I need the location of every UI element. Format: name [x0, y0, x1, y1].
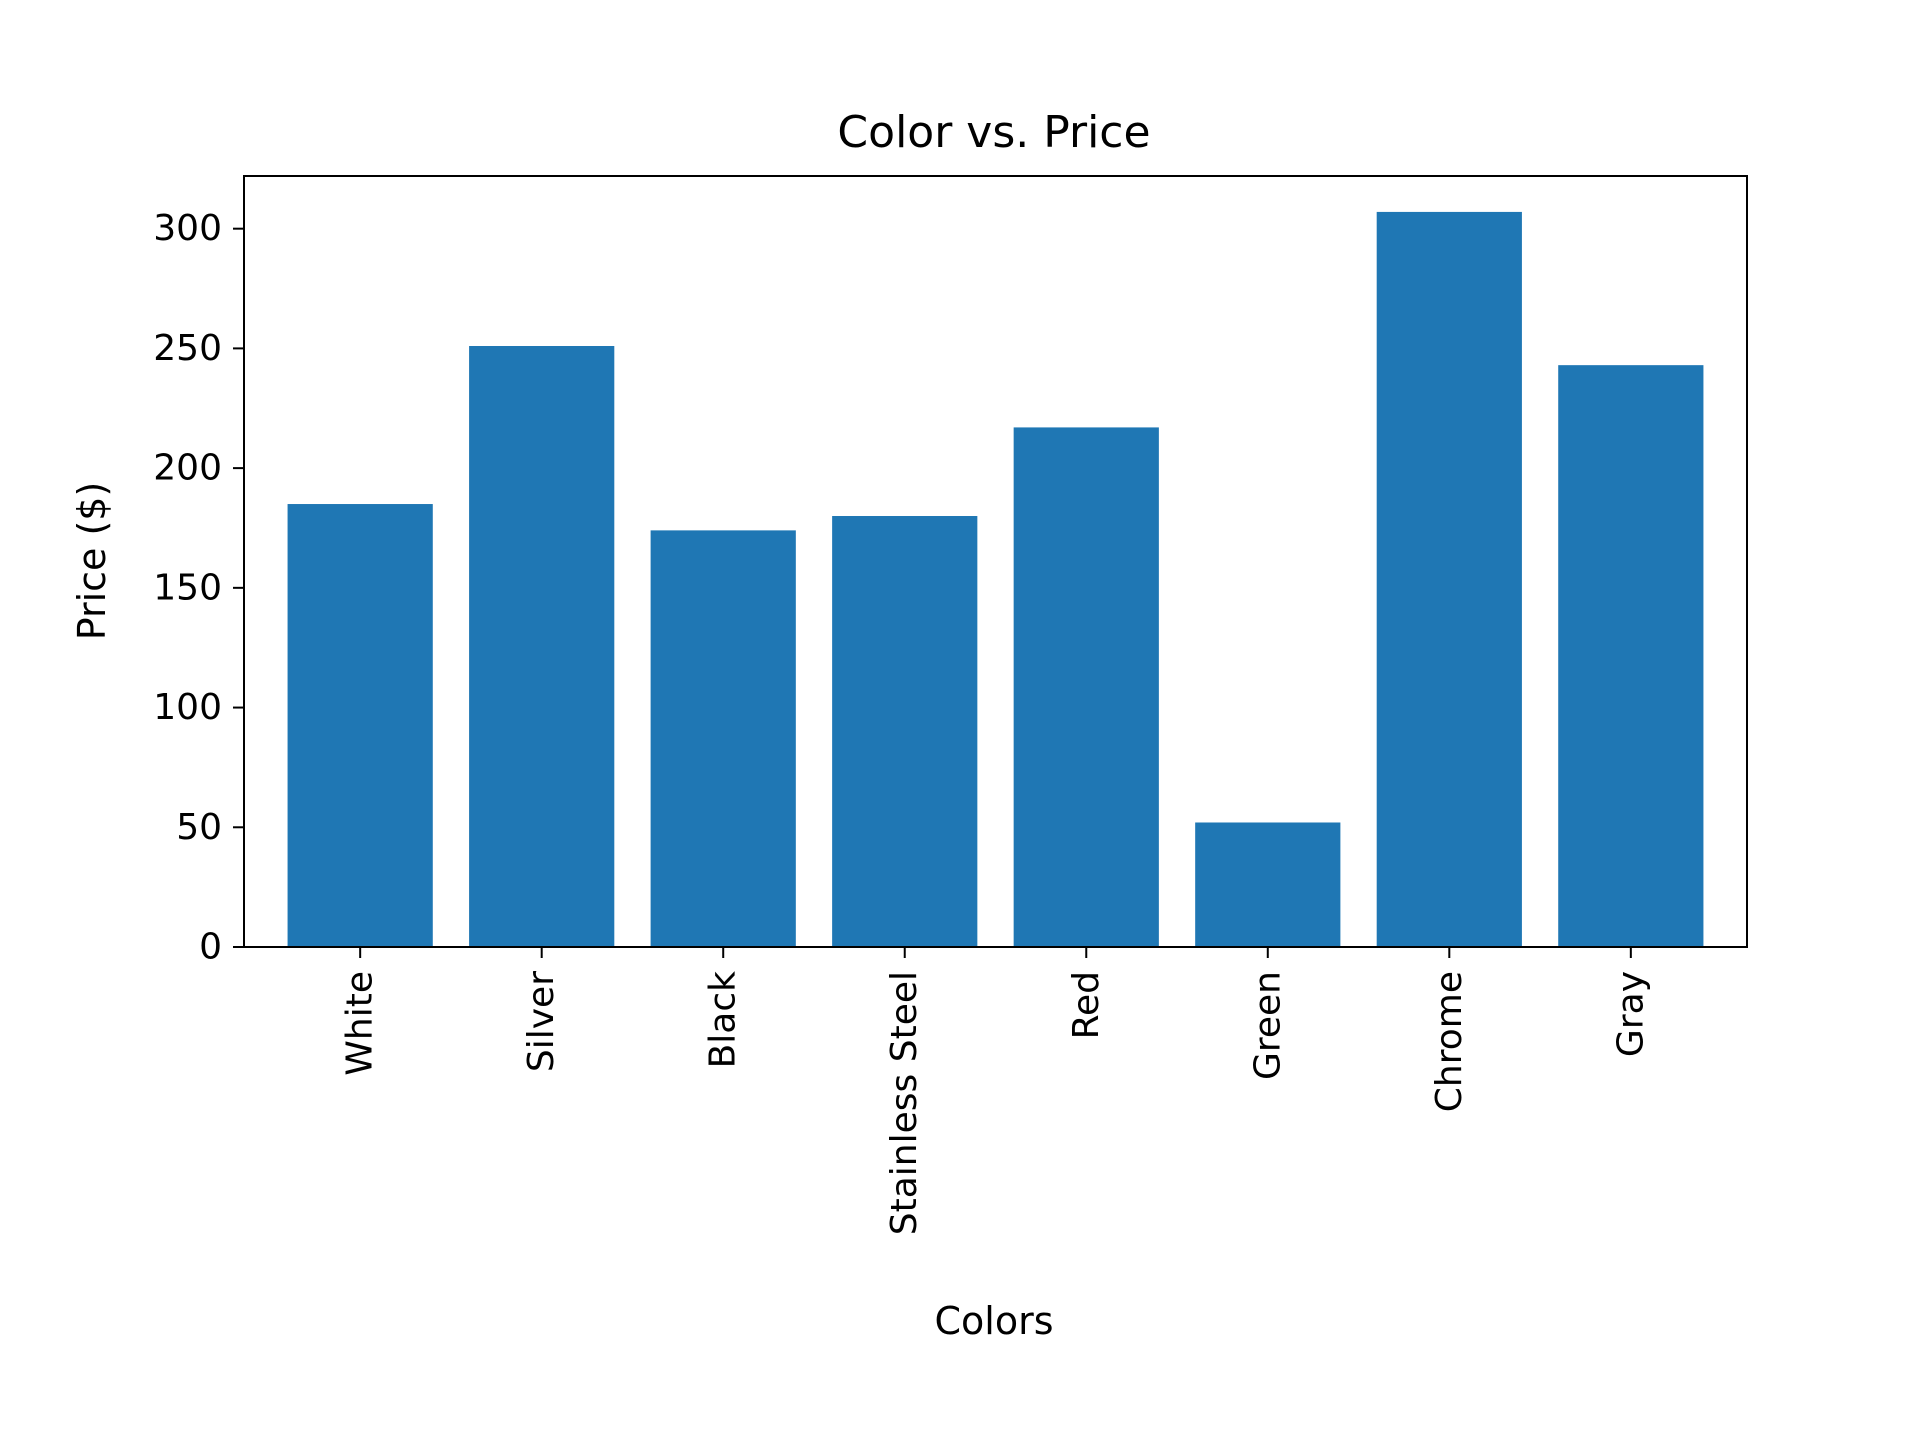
bar-chrome	[1376, 211, 1522, 948]
x-tick-label-stainless-steel: Stainless Steel	[884, 971, 925, 1235]
x-tick-label-red: Red	[1066, 971, 1107, 1039]
plot-frame	[243, 175, 1748, 948]
bar-stainless-steel	[832, 516, 978, 947]
bar-gray	[1558, 365, 1704, 947]
x-tick-label-silver: Silver	[521, 971, 562, 1072]
y-axis-label: Price ($)	[70, 482, 114, 641]
x-axis-ticks: White Silver Black Stainless Steel Red Green C…	[340, 947, 1651, 1235]
x-tick-label-white: White	[340, 971, 381, 1076]
x-tick-label-gray: Gray	[1610, 971, 1651, 1057]
bar-white	[287, 504, 433, 947]
y-tick-label-300: 300	[153, 208, 222, 249]
y-tick-label-0: 0	[199, 927, 222, 968]
bar-green	[1195, 822, 1341, 947]
bar-red	[1013, 427, 1159, 947]
x-tick-label-black: Black	[703, 971, 744, 1069]
x-tick-label-green: Green	[1247, 971, 1288, 1080]
y-tick-label-250: 250	[153, 328, 222, 369]
y-tick-label-200: 200	[153, 448, 222, 489]
chart-title: Color vs. Price	[837, 107, 1150, 158]
y-tick-label-150: 150	[153, 567, 222, 608]
bars	[287, 211, 1704, 948]
x-axis-label: Colors	[934, 1299, 1053, 1343]
y-tick-label-100: 100	[153, 687, 222, 728]
bar-silver	[469, 346, 615, 947]
y-tick-label-50: 50	[176, 807, 222, 848]
bar-black	[650, 530, 796, 947]
y-axis-ticks: 0 50 100 150 200 250 300	[153, 208, 244, 968]
x-tick-label-chrome: Chrome	[1429, 971, 1470, 1112]
